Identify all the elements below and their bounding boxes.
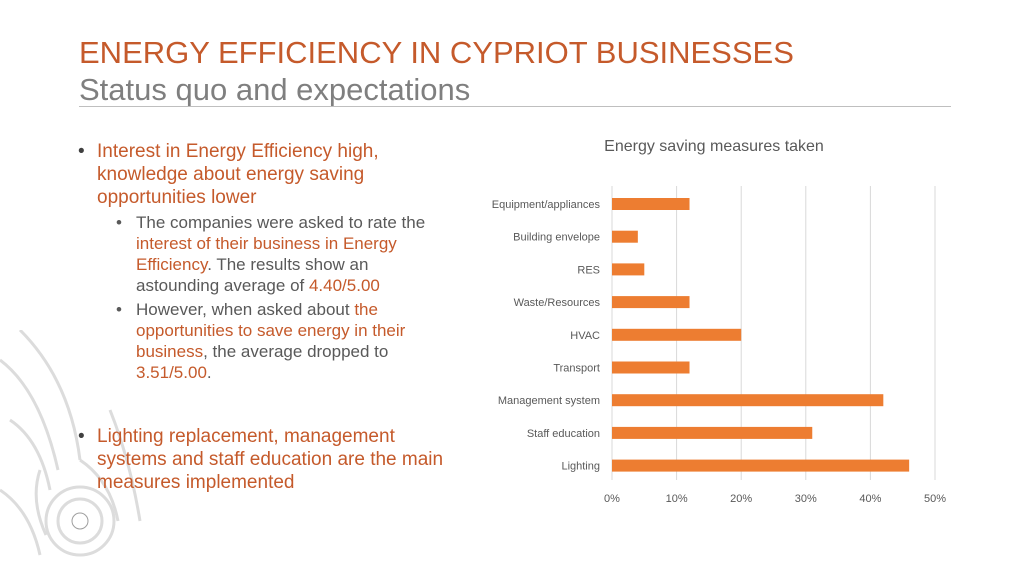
x-tick-label: 20% <box>730 493 752 505</box>
x-tick-label: 30% <box>795 493 817 505</box>
bar-res <box>612 263 645 276</box>
title-divider <box>79 106 951 107</box>
bullet-dot: • <box>78 141 85 162</box>
category-label: Lighting <box>561 461 600 473</box>
sub-bullet-rating: • The companies were asked to rate the i… <box>76 212 456 296</box>
x-tick-label: 40% <box>859 493 881 505</box>
sub-bullet-highlight: the opportunities to save energy in thei… <box>136 300 406 361</box>
sub-bullet-text: . The results show an astounding average… <box>136 255 369 295</box>
energy-measures-bar-chart: Energy saving measures taken Equipment/a… <box>492 138 946 505</box>
bullet-list: • Interest in Energy Efficiency high, kn… <box>76 140 456 494</box>
sub-bullet-text: However, when asked about <box>136 300 355 319</box>
category-label: Management system <box>498 395 600 407</box>
bar-hvac <box>612 328 742 341</box>
category-label: Transport <box>553 363 600 375</box>
bar-equipment-appliances <box>612 198 690 210</box>
bullet-item-measures: • Lighting replacement, management syste… <box>76 425 456 494</box>
category-label: Waste/Resources <box>514 297 601 309</box>
category-label: Building envelope <box>513 232 600 244</box>
sub-bullet-highlight-score: 3.51/5.00 <box>136 363 207 382</box>
chart-category-labels: Equipment/appliances Building envelope RES… <box>492 199 601 473</box>
bullet-item-interest: • Interest in Energy Efficiency high, kn… <box>76 140 456 209</box>
sub-bullet-opportunities: • However, when asked about the opportun… <box>76 299 456 383</box>
x-tick-label: 0% <box>604 493 620 505</box>
page-title: ENERGY EFFICIENCY IN CYPRIOT BUSINESSES <box>79 35 794 70</box>
page-subtitle: Status quo and expectations <box>79 72 471 107</box>
bar-management-system <box>612 394 884 407</box>
chart-tick-labels: 0% 10% 20% 30% 40% 50% <box>604 493 946 505</box>
sub-bullet-highlight: interest of their business in Energy Eff… <box>136 234 397 274</box>
bullet-heading-measures: Lighting replacement, management systems… <box>97 426 444 493</box>
category-label: Equipment/appliances <box>492 199 601 211</box>
decorative-sun-swirl <box>0 330 142 557</box>
chart-bars <box>612 198 910 472</box>
bar-staff-education <box>612 426 813 439</box>
bar-transport <box>612 361 690 374</box>
title-block: ENERGY EFFICIENCY IN CYPRIOT BUSINESSES … <box>79 34 951 108</box>
bullet-dot: • <box>78 426 85 447</box>
sub-bullet-text: , the average dropped to <box>203 342 389 361</box>
sub-bullet-text: The companies were asked to rate the <box>136 213 426 232</box>
chart-title: Energy saving measures taken <box>604 138 824 155</box>
sub-bullet-dot: • <box>116 300 122 319</box>
sub-bullet-highlight-score: 4.40/5.00 <box>308 276 380 295</box>
sub-bullet-text: . <box>206 363 212 382</box>
bar-lighting <box>612 459 910 472</box>
x-tick-label: 50% <box>924 493 946 505</box>
category-label: RES <box>577 264 600 276</box>
category-label: Staff education <box>527 428 600 440</box>
bar-building-envelope <box>612 230 638 243</box>
sub-bullet-dot: • <box>116 213 122 232</box>
bullet-heading-interest: Interest in Energy Efficiency high, know… <box>97 141 379 208</box>
category-label: HVAC <box>570 330 600 342</box>
bar-waste-resources <box>612 296 690 309</box>
x-tick-label: 10% <box>666 493 688 505</box>
